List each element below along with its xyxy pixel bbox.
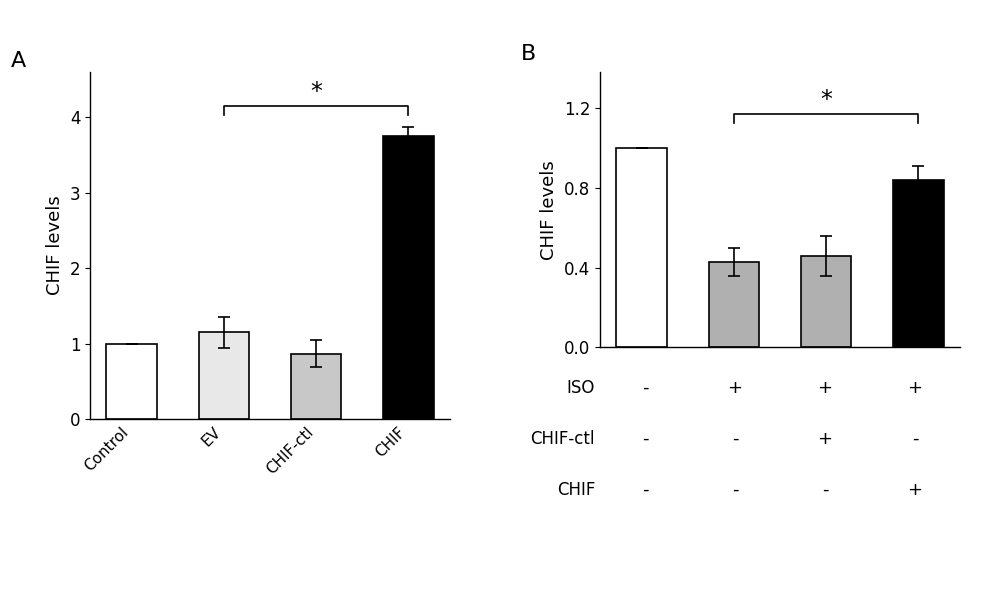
- Text: +: +: [728, 379, 742, 397]
- Text: -: -: [912, 430, 918, 448]
- Y-axis label: CHIF levels: CHIF levels: [540, 160, 558, 259]
- Text: +: +: [818, 430, 832, 448]
- Text: -: -: [642, 481, 648, 499]
- Text: -: -: [822, 481, 828, 499]
- Text: +: +: [908, 481, 922, 499]
- Bar: [709, 262, 759, 347]
- Text: -: -: [732, 481, 738, 499]
- Bar: [291, 353, 341, 419]
- Text: ISO: ISO: [567, 379, 595, 397]
- Bar: [616, 148, 667, 347]
- Text: CHIF-ctl: CHIF-ctl: [530, 430, 595, 448]
- Text: -: -: [642, 430, 648, 448]
- Text: +: +: [908, 379, 922, 397]
- Text: *: *: [820, 88, 832, 112]
- Bar: [106, 344, 157, 419]
- Text: *: *: [310, 80, 322, 104]
- Text: A: A: [11, 51, 26, 71]
- Bar: [199, 332, 249, 419]
- Bar: [383, 136, 434, 419]
- Text: -: -: [642, 379, 648, 397]
- Text: CHIF: CHIF: [557, 481, 595, 499]
- Text: -: -: [732, 430, 738, 448]
- Bar: [893, 180, 944, 347]
- Y-axis label: CHIF levels: CHIF levels: [46, 196, 64, 295]
- Text: B: B: [521, 44, 536, 64]
- Text: +: +: [818, 379, 832, 397]
- Bar: [801, 256, 851, 347]
